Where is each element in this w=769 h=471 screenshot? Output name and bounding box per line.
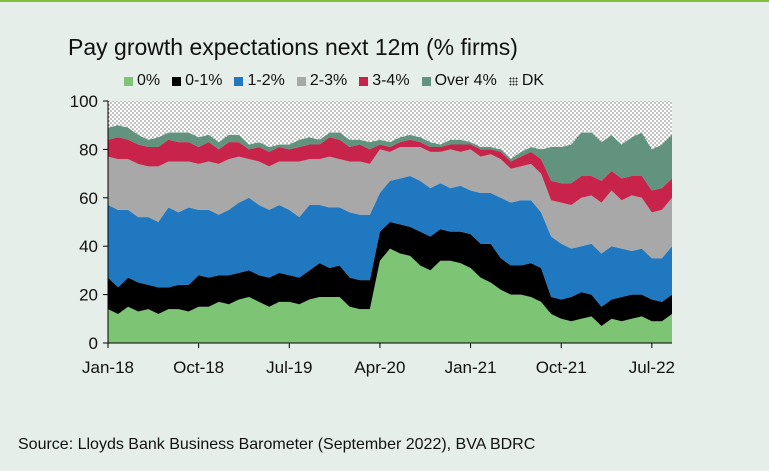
y-tick-label: 60: [79, 189, 98, 208]
x-tick-label: Jan-21: [445, 358, 497, 377]
area-series-2-3-: [108, 146, 672, 259]
legend-item: 0-1%: [172, 72, 222, 90]
legend-swatch: [124, 76, 133, 86]
chart-legend: 0% 0-1% 1-2% 2-3% 3-4% Over 4% DK: [124, 70, 556, 92]
x-tick-label: Oct-21: [536, 358, 587, 377]
y-tick-label: 20: [79, 286, 98, 305]
x-tick-label: Jul-19: [266, 358, 312, 377]
x-tick-label: Apr-20: [354, 358, 405, 377]
top-accent-line: [0, 0, 769, 2]
legend-swatch: [296, 76, 306, 86]
legend-item: 1-2%: [234, 72, 285, 90]
legend-label: Over 4%: [434, 72, 497, 89]
area-series-dk: [108, 101, 672, 160]
chart-title: Pay growth expectations next 12m (% firm…: [68, 34, 518, 60]
legend-swatch: [234, 76, 244, 86]
legend-swatch: [172, 76, 182, 86]
legend-item: Over 4%: [421, 72, 497, 90]
y-tick-label: 80: [79, 140, 98, 159]
legend-label: 0%: [137, 72, 161, 89]
x-tick-label: Jul-22: [629, 358, 675, 377]
legend-swatch: [508, 76, 518, 86]
legend-label: DK: [521, 72, 545, 89]
legend-label: 3-4%: [372, 72, 410, 89]
legend-swatch: [421, 76, 431, 86]
area-series-over-4-: [108, 125, 672, 191]
legend-item: 3-4%: [359, 72, 410, 90]
y-tick-label: 40: [79, 237, 98, 256]
y-tick-label: 0: [89, 334, 98, 353]
legend-label: 1-2%: [247, 72, 285, 89]
legend-item: DK: [508, 72, 545, 90]
legend-item: 2-3%: [296, 72, 348, 90]
legend-swatch: [359, 76, 369, 86]
area-series-0-: [108, 248, 672, 343]
x-tick-label: Jan-18: [82, 358, 134, 377]
legend-label: 0-1%: [185, 72, 223, 89]
legend-item: 0%: [124, 72, 160, 90]
area-series-1-2-: [108, 176, 672, 307]
source-note: Source: Lloyds Bank Business Barometer (…: [18, 436, 536, 453]
area-series-3-4-: [108, 137, 672, 213]
area-series-0-1-: [108, 222, 672, 327]
x-tick-label: Oct-18: [173, 358, 224, 377]
y-tick-label: 100: [70, 92, 98, 111]
legend-label: 2-3%: [309, 72, 348, 89]
